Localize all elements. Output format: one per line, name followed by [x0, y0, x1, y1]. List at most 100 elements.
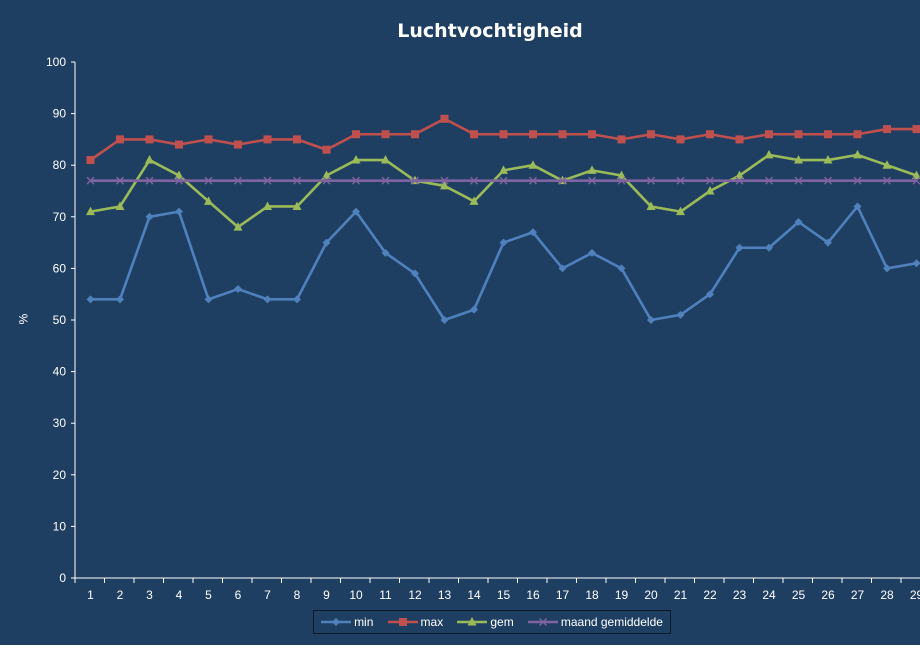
data-point-maand-gemiddelde	[175, 176, 183, 185]
data-point-max	[381, 130, 390, 139]
x-tick-label: 10	[349, 588, 363, 602]
data-point-maand-gemiddelde	[912, 176, 920, 185]
chart-title: Luchtvochtigheid	[397, 20, 583, 42]
data-point-gem	[174, 170, 184, 180]
series-line-min	[90, 205, 917, 322]
x-tick-label: 27	[851, 588, 865, 602]
legend-label: gem	[490, 615, 514, 629]
data-point-maand-gemiddelde	[735, 176, 744, 185]
y-tick-label: 40	[53, 365, 67, 379]
data-point-max	[234, 140, 242, 149]
data-point-gem	[292, 201, 302, 210]
x-tick-label: 23	[733, 588, 747, 602]
x-tick-label: 6	[235, 588, 242, 602]
data-point-min	[116, 295, 124, 304]
legend-swatch-marker	[398, 618, 407, 626]
data-point-max	[470, 130, 478, 139]
data-point-maand-gemiddelde	[234, 176, 242, 185]
y-tick-label: 90	[53, 107, 67, 121]
y-tick-label: 80	[53, 158, 67, 172]
data-point-max	[735, 135, 744, 144]
data-point-gem	[705, 186, 715, 195]
data-point-max	[204, 135, 213, 144]
data-point-max	[676, 135, 685, 144]
data-point-max	[706, 130, 714, 139]
data-point-gem	[381, 155, 390, 164]
legend-swatch-gem	[457, 617, 488, 626]
chart-area: Luchtvochtigheid % 0 10 20 30 40 50 60 70 80 90 10…	[0, 0, 920, 645]
legend-item-min: min	[321, 615, 373, 629]
data-point-gem	[322, 170, 331, 180]
data-point-maand-gemiddelde	[352, 176, 360, 185]
x-tick-label: 20	[644, 588, 658, 602]
y-tick-label: 50	[53, 313, 67, 327]
data-point-min	[588, 248, 596, 257]
data-point-gem	[115, 201, 125, 210]
data-point-maand-gemiddelde	[765, 176, 773, 185]
y-tick-label: 0	[59, 571, 66, 585]
data-point-min	[676, 310, 685, 319]
data-point-maand-gemiddelde	[263, 176, 272, 185]
data-point-gem	[233, 222, 243, 231]
x-tick-label: 21	[674, 588, 688, 602]
x-tick-label: 18	[585, 588, 599, 602]
data-point-max	[529, 130, 537, 139]
data-point-gem	[351, 155, 361, 164]
legend-swatch-min	[321, 618, 352, 626]
data-point-maand-gemiddelde	[116, 176, 124, 185]
data-point-gem	[204, 196, 213, 205]
data-point-maand-gemiddelde	[440, 176, 449, 185]
y-tick-label: 70	[53, 210, 67, 224]
data-point-max	[175, 140, 183, 149]
data-point-max	[499, 130, 508, 139]
data-point-min	[381, 248, 390, 257]
legend-swatch-max	[387, 618, 418, 626]
series-line-max	[89, 117, 917, 162]
data-point-min	[470, 305, 478, 314]
data-point-min	[175, 207, 183, 216]
y-tick-label: 60	[53, 261, 67, 275]
legend-swatch-marker	[332, 618, 341, 626]
data-point-maand-gemiddelde	[617, 176, 626, 185]
data-point-maand-gemiddelde	[499, 176, 508, 185]
data-point-maand-gemiddelde	[676, 176, 685, 185]
data-point-min	[411, 269, 419, 278]
data-point-max	[86, 156, 95, 165]
data-point-max	[116, 135, 124, 144]
data-point-min	[735, 243, 744, 252]
legend-swatch-marker	[538, 618, 547, 626]
data-point-max	[352, 130, 360, 139]
data-point-min	[499, 238, 508, 247]
data-point-min	[234, 285, 242, 294]
data-point-gem	[735, 170, 744, 180]
data-point-gem	[912, 170, 920, 180]
x-tick-label: 25	[792, 588, 806, 602]
data-point-maand-gemiddelde	[794, 176, 803, 185]
x-tick-label: 15	[497, 588, 511, 602]
data-point-max	[440, 114, 449, 123]
data-point-min	[263, 295, 272, 304]
x-tick-label: 2	[117, 588, 124, 602]
data-point-min	[204, 295, 213, 304]
data-point-max	[883, 125, 891, 134]
data-point-min	[86, 295, 95, 304]
data-point-gem	[882, 160, 892, 169]
data-point-max	[263, 135, 272, 144]
x-tick-label: 24	[762, 588, 776, 602]
x-tick-label: 19	[615, 588, 629, 602]
data-point-maand-gemiddelde	[853, 176, 862, 185]
data-point-maand-gemiddelde	[647, 176, 655, 185]
data-point-min	[883, 264, 891, 273]
data-point-min	[765, 243, 773, 252]
legend-label: max	[420, 615, 444, 629]
data-point-max	[558, 130, 567, 139]
data-point-min	[352, 207, 360, 216]
data-point-gem	[469, 196, 479, 205]
x-tick-label: 8	[294, 588, 301, 602]
y-tick-label: 10	[53, 519, 67, 533]
data-point-max	[765, 130, 773, 139]
data-point-max	[853, 130, 862, 139]
data-point-min	[322, 238, 331, 247]
legend-swatch-marker	[467, 617, 477, 626]
data-point-min	[706, 290, 714, 299]
